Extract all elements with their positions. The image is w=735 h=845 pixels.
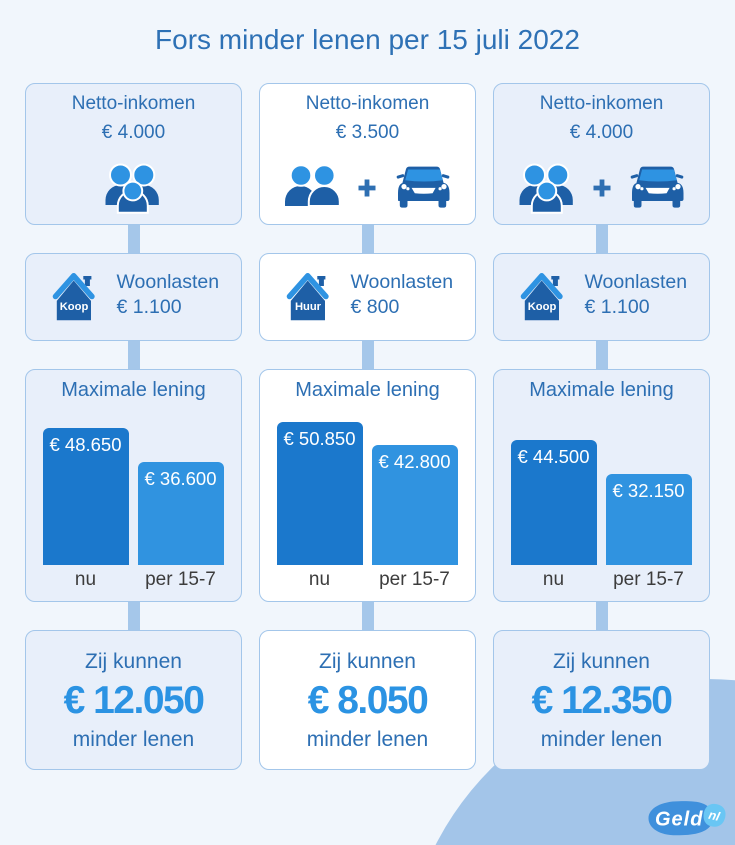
svg-text:Koop: Koop [528, 301, 557, 313]
svg-text:Geld: Geld [655, 808, 703, 830]
svg-text:Koop: Koop [60, 301, 89, 313]
svg-text:nl: nl [707, 808, 721, 824]
svg-text:Huur: Huur [295, 301, 322, 313]
